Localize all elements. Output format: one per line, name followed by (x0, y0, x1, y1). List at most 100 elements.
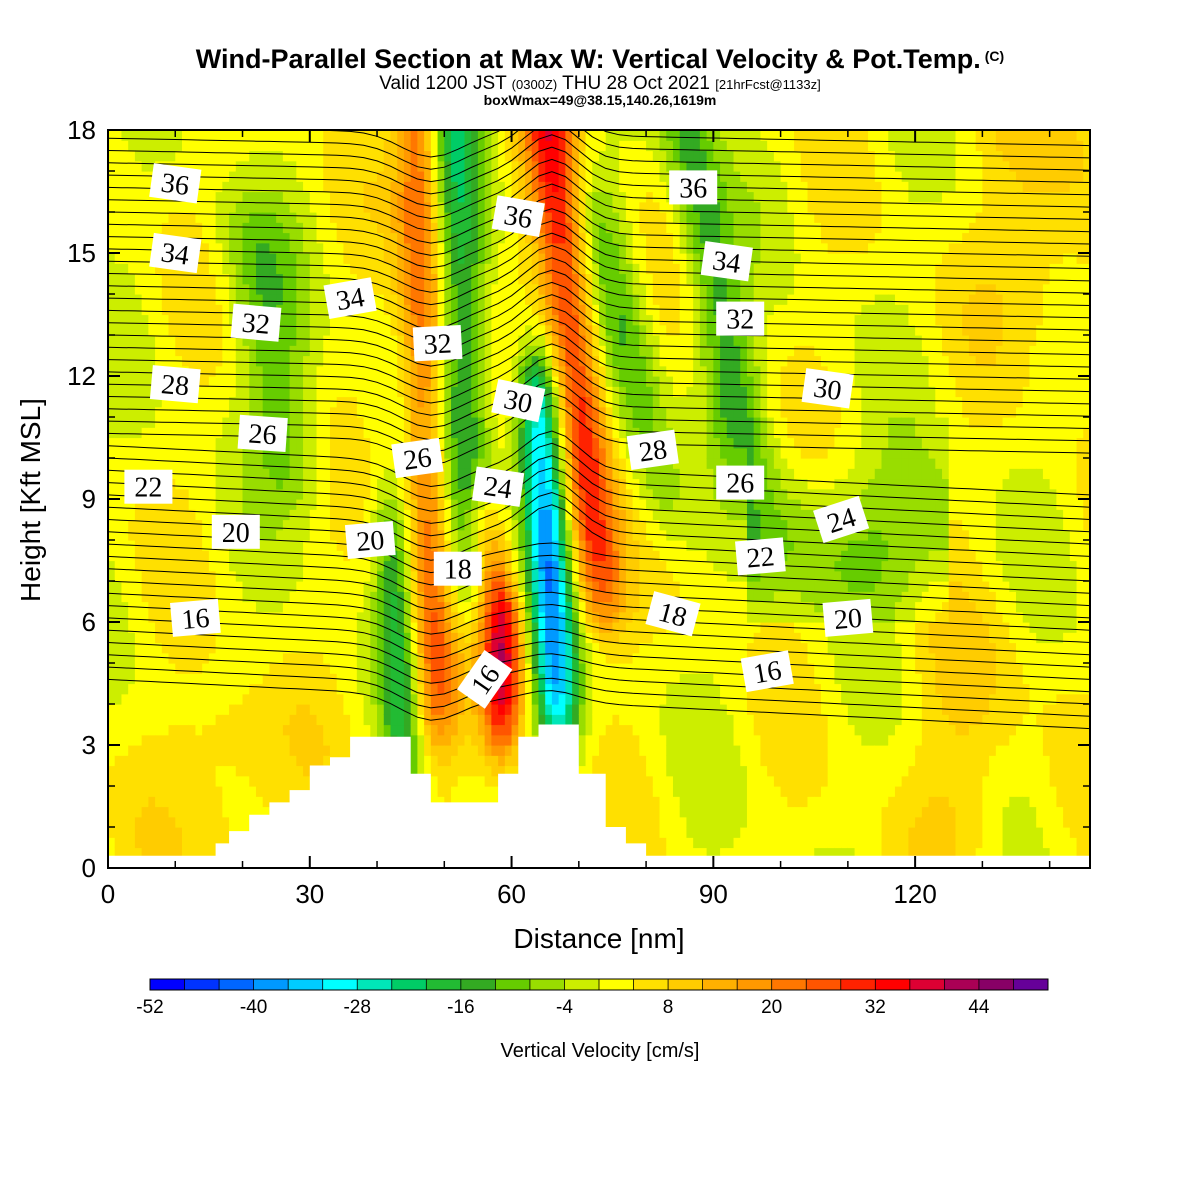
velocity-cell (188, 519, 197, 531)
velocity-cell (518, 191, 526, 203)
velocity-cell (282, 704, 291, 715)
velocity-cell (121, 263, 129, 275)
velocity-cell (296, 365, 304, 377)
velocity-cell (477, 406, 486, 418)
velocity-cell (350, 591, 358, 603)
velocity-cell (410, 622, 418, 633)
velocity-cell (477, 242, 486, 254)
velocity-cell (316, 314, 324, 326)
velocity-cell (545, 242, 553, 254)
velocity-cell (222, 704, 230, 715)
velocity-cell (397, 386, 405, 398)
velocity-cell (255, 130, 264, 141)
velocity-cell (242, 160, 250, 172)
velocity-cell (390, 693, 398, 705)
velocity-cell (417, 212, 425, 223)
velocity-cell (262, 591, 271, 603)
copyright-mark: (C) (984, 48, 1005, 64)
velocity-cell (343, 642, 351, 654)
velocity-cell (309, 376, 318, 387)
velocity-cell (504, 314, 513, 326)
velocity-cell (296, 704, 304, 715)
velocity-cell (504, 345, 513, 357)
velocity-cell (403, 642, 412, 654)
velocity-cell (558, 622, 566, 633)
velocity-cell (141, 519, 149, 531)
velocity-cell (565, 304, 573, 316)
velocity-cell (175, 314, 183, 326)
velocity-cell (397, 376, 405, 387)
velocity-cell (444, 468, 452, 480)
velocity-cell (276, 140, 284, 152)
velocity-cell (377, 478, 385, 490)
velocity-cell (134, 201, 143, 213)
velocity-cell (276, 519, 284, 531)
velocity-cell (181, 150, 190, 162)
velocity-cell (336, 478, 345, 490)
velocity-cell (329, 570, 338, 582)
velocity-cell (141, 693, 149, 705)
velocity-cell (249, 488, 257, 500)
velocity-cell (430, 304, 439, 316)
velocity-cell (397, 140, 405, 152)
velocity-cell (417, 294, 425, 305)
velocity-cell (208, 314, 217, 326)
velocity-cell (255, 755, 264, 767)
velocity-cell (262, 693, 271, 705)
velocity-cell (108, 529, 116, 541)
velocity-cell (195, 663, 203, 674)
velocity-cell (202, 663, 210, 674)
velocity-cell (114, 550, 123, 562)
velocity-cell (545, 263, 553, 275)
velocity-cell (282, 488, 291, 500)
velocity-cell (316, 673, 324, 685)
velocity-cell (323, 673, 331, 685)
velocity-cell (289, 365, 297, 377)
velocity-cell (269, 355, 277, 367)
velocity-cell (296, 150, 304, 162)
velocity-cell (114, 458, 123, 469)
velocity-cell (114, 140, 123, 152)
velocity-cell (545, 601, 553, 613)
velocity-cell (437, 242, 445, 254)
velocity-cell (484, 550, 492, 562)
velocity-cell (134, 519, 143, 531)
velocity-cell (518, 447, 526, 459)
velocity-cell (309, 314, 318, 326)
velocity-cell (289, 294, 297, 305)
velocity-cell (491, 160, 499, 172)
velocity-cell (155, 714, 163, 726)
velocity-cell (309, 294, 318, 305)
velocity-cell (504, 130, 513, 141)
velocity-cell (316, 406, 324, 418)
velocity-cell (356, 632, 365, 644)
velocity-cell (242, 755, 250, 767)
velocity-cell (323, 734, 331, 746)
velocity-cell (249, 673, 257, 685)
velocity-cell (235, 581, 244, 592)
velocity-cell (316, 468, 324, 480)
velocity-cell (114, 560, 123, 572)
velocity-cell (262, 601, 271, 613)
velocity-cell (410, 242, 418, 254)
velocity-cell (343, 263, 351, 275)
velocity-cell (417, 683, 425, 695)
velocity-cell (229, 488, 237, 500)
velocity-cell (141, 529, 149, 541)
velocity-cell (215, 714, 223, 726)
velocity-cell (471, 130, 479, 141)
velocity-cell (282, 632, 291, 644)
velocity-cell (155, 837, 163, 849)
velocity-cell (114, 171, 123, 182)
velocity-cell (303, 294, 311, 305)
velocity-cell (128, 181, 136, 193)
velocity-cell (350, 724, 358, 736)
velocity-cell (518, 150, 526, 162)
velocity-cell (403, 499, 412, 510)
velocity-cell (377, 222, 385, 234)
velocity-cell (282, 663, 291, 674)
velocity-cell (504, 253, 513, 264)
velocity-cell (141, 652, 149, 664)
velocity-cell (430, 314, 439, 326)
velocity-cell (155, 816, 163, 828)
